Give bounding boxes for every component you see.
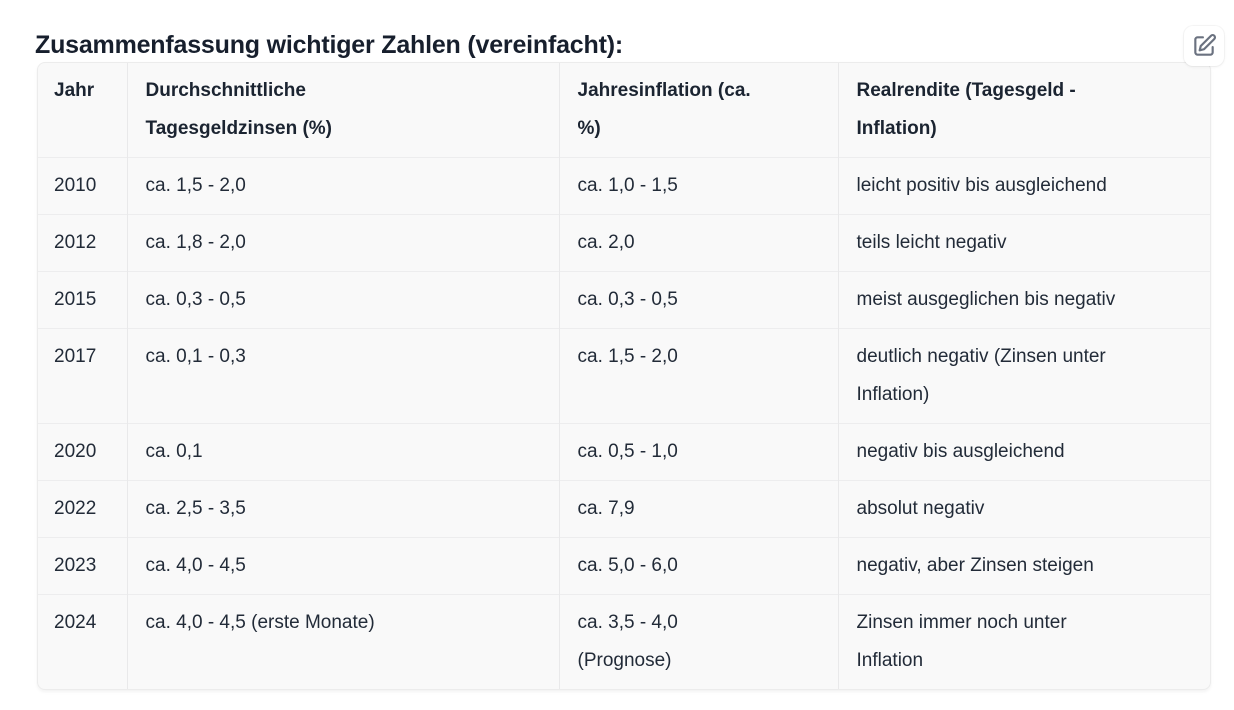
table-row: 2015 ca. 0,3 - 0,5 ca. 0,3 - 0,5 meist ausg… <box>38 271 1210 329</box>
table-cell: ca. 1,8 - 2,0 <box>126 214 559 272</box>
table-cell: ca. 1,5 - 2,0 <box>558 328 838 424</box>
table-cell: meist ausgeglichen bis negativ <box>837 271 1210 329</box>
column-header-jahresinflation: Jahresinflation (ca. %) <box>558 63 838 158</box>
table-cell: ca. 0,5 - 1,0 <box>558 423 838 481</box>
table-cell: ca. 0,1 <box>126 423 559 481</box>
page-title: Zusammenfassung wichtiger Zahlen (verein… <box>35 30 623 59</box>
table-cell: ca. 2,0 <box>558 214 838 272</box>
table-row: 2010 ca. 1,5 - 2,0 ca. 1,0 - 1,5 leicht pos… <box>38 157 1210 215</box>
table-cell: ca. 4,0 - 4,5 (erste Monate) <box>126 594 559 689</box>
table-cell: ca. 7,9 <box>558 480 838 538</box>
table-row: 2012 ca. 1,8 - 2,0 ca. 2,0 teils leicht neg… <box>38 214 1210 272</box>
edit-button[interactable] <box>1184 26 1224 66</box>
pencil-square-icon <box>1191 33 1217 59</box>
table-header: Jahr Durchschnittliche Tagesgeldzinsen (… <box>38 63 1210 158</box>
year-cell: 2023 <box>38 537 127 595</box>
table-cell: absolut negativ <box>837 480 1210 538</box>
table-cell: ca. 4,0 - 4,5 <box>126 537 559 595</box>
table-cell: ca. 5,0 - 6,0 <box>558 537 838 595</box>
table-cell: ca. 0,3 - 0,5 <box>126 271 559 329</box>
summary-table: Jahr Durchschnittliche Tagesgeldzinsen (… <box>38 63 1210 689</box>
table-cell: negativ bis ausgleichend <box>837 423 1210 481</box>
table-row: 2020 ca. 0,1 ca. 0,5 - 1,0 negativ bis ausg… <box>38 423 1210 481</box>
table-row: 2022 ca. 2,5 - 3,5 ca. 7,9 absolut negativ <box>38 480 1210 538</box>
table-cell: ca. 3,5 - 4,0 (Prognose) <box>558 594 838 689</box>
table-body: 2010 ca. 1,5 - 2,0 ca. 1,0 - 1,5 leicht pos… <box>38 157 1210 689</box>
year-cell: 2020 <box>38 423 127 481</box>
table-cell: ca. 0,3 - 0,5 <box>558 271 838 329</box>
table-cell: Zinsen immer noch unter Inflation <box>837 594 1210 689</box>
table-row: 2023 ca. 4,0 - 4,5 ca. 5,0 - 6,0 negativ, a… <box>38 537 1210 595</box>
table-row: 2017 ca. 0,1 - 0,3 ca. 1,5 - 2,0 deutlich n… <box>38 328 1210 424</box>
header-row: Jahr Durchschnittliche Tagesgeldzinsen (… <box>38 63 1210 158</box>
table-cell: ca. 0,1 - 0,3 <box>126 328 559 424</box>
year-cell: 2012 <box>38 214 127 272</box>
table-cell: deutlich negativ (Zinsen unter Inflation… <box>837 328 1210 424</box>
table-cell: ca. 2,5 - 3,5 <box>126 480 559 538</box>
year-cell: 2015 <box>38 271 127 329</box>
column-header-tagesgeldzinsen: Durchschnittliche Tagesgeldzinsen (%) <box>126 63 559 158</box>
table-cell: negativ, aber Zinsen steigen <box>837 537 1210 595</box>
year-cell: 2017 <box>38 328 127 424</box>
table-cell: leicht positiv bis ausgleichend <box>837 157 1210 215</box>
year-cell: 2022 <box>38 480 127 538</box>
year-cell: 2010 <box>38 157 127 215</box>
summary-table-card: Jahr Durchschnittliche Tagesgeldzinsen (… <box>37 62 1211 690</box>
table-cell: ca. 1,0 - 1,5 <box>558 157 838 215</box>
table-cell: ca. 1,5 - 2,0 <box>126 157 559 215</box>
column-header-jahr: Jahr <box>54 80 95 101</box>
table-row: 2024 ca. 4,0 - 4,5 (erste Monate) ca. 3,5 … <box>38 594 1210 689</box>
table-cell: teils leicht negativ <box>837 214 1210 272</box>
column-header-realrendite: Realrendite (Tagesgeld - Inflation) <box>837 63 1210 158</box>
year-cell: 2024 <box>38 594 127 689</box>
